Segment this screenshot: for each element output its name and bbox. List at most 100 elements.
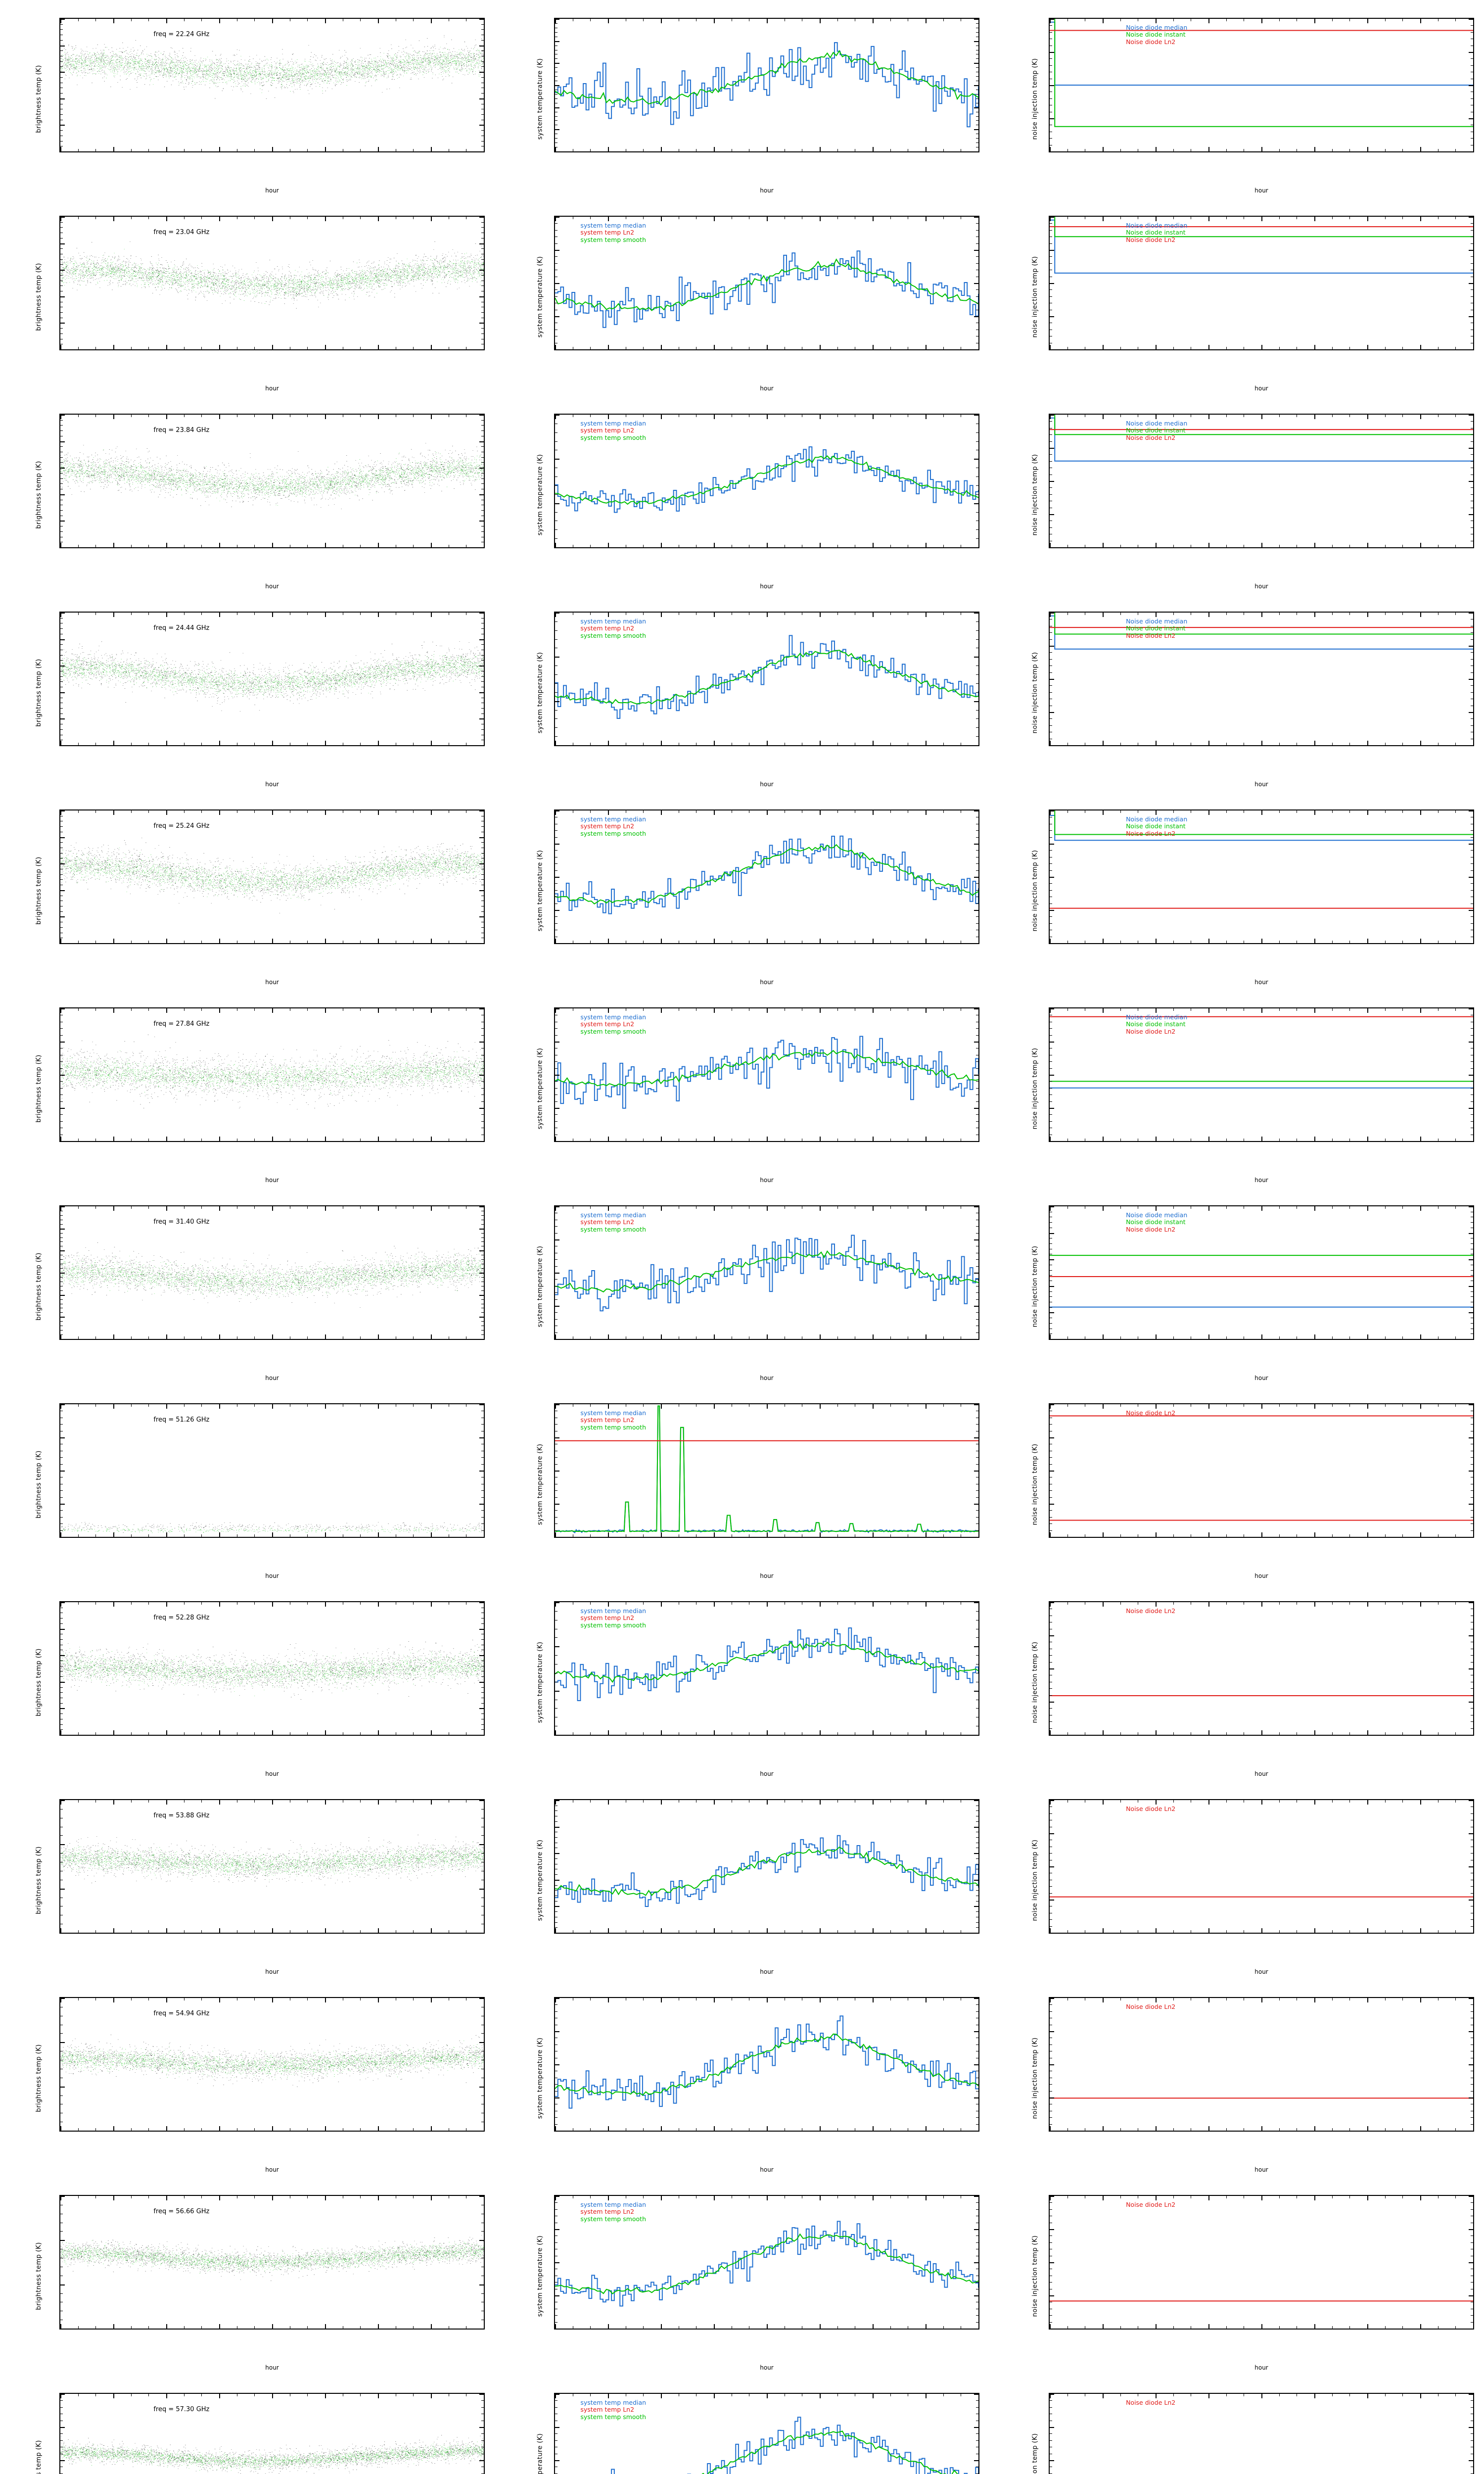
middle-plot-area[interactable]: 296.0298.0300.0302.0304.003691215182124s… bbox=[554, 809, 979, 944]
y-tick-mark bbox=[1050, 943, 1054, 944]
right-plot-area[interactable]: 364.0365.0366.0367.0368.003691215182124N… bbox=[1049, 612, 1474, 746]
x-minor-tick bbox=[307, 613, 308, 615]
y-minor-tick bbox=[976, 736, 978, 737]
right-plot-area[interactable]: 0100020003000400003691215182124Noise dio… bbox=[1049, 2195, 1474, 2330]
x-minor-tick bbox=[184, 19, 185, 21]
right-plot-area[interactable]: 0100020003000400003691215182124Noise dio… bbox=[1049, 1601, 1474, 1736]
y-tick-mark bbox=[974, 2394, 978, 2395]
left-plot-area[interactable]: 010020030003691215182124freq = 56.66 GHz bbox=[59, 2195, 485, 2330]
freq-label: freq = 52.28 GHz bbox=[153, 1614, 209, 1621]
x-tick-mark bbox=[272, 810, 273, 815]
right-plot-area[interactable]: 300.0310.0320.0330.0340.003691215182124N… bbox=[1049, 1007, 1474, 1142]
x-tick-mark bbox=[1420, 1137, 1421, 1141]
middle-plot-area[interactable]: 260.0265.0270.0275.0280.003691215182124s… bbox=[554, 1007, 979, 1142]
x-minor-tick bbox=[307, 1800, 308, 1803]
x-minor-tick bbox=[413, 613, 414, 615]
middle-plot-area[interactable]: 1100120013001400150003691215182124system… bbox=[554, 2393, 979, 2474]
left-plot-area[interactable]: 3.03.54.04.55.05.56.003691215182124freq … bbox=[59, 1205, 485, 1340]
right-plot-area[interactable]: 374.0374.5375.0375.5376.003691215182124N… bbox=[1049, 216, 1474, 350]
middle-plot-area[interactable]: 318.0320.0322.0324.003691215182124system… bbox=[554, 612, 979, 746]
left-plot-area[interactable]: 5.56.06.57.07.58.003691215182124freq = 2… bbox=[59, 18, 485, 152]
left-plot-area[interactable]: 5.05.56.06.57.07.503691215182124freq = 2… bbox=[59, 216, 485, 350]
right-plot-area[interactable]: 0100020003000400003691215182124Noise dio… bbox=[1049, 1799, 1474, 1934]
left-plot-area[interactable]: 01020304003691215182124freq = 51.26 GHz bbox=[59, 1403, 485, 1538]
right-plot-area[interactable]: 0100020003000400003691215182124Noise dio… bbox=[1049, 1403, 1474, 1538]
y-minor-tick bbox=[555, 1885, 557, 1886]
middle-plot-area[interactable]: 320.0322.0324.0326.003691215182124system… bbox=[554, 414, 979, 548]
x-tick-mark bbox=[1367, 345, 1368, 349]
x-minor-tick bbox=[890, 1800, 891, 1803]
y-minor-tick bbox=[555, 1332, 557, 1333]
middle-plot-area[interactable]: 240.0245.0250.0255.0260.003691215182124s… bbox=[554, 1205, 979, 1340]
y-minor-tick bbox=[481, 457, 484, 458]
x-tick-mark bbox=[1261, 1998, 1262, 2002]
right-plot-area[interactable]: 368.0369.0370.0371.0372.003691215182124N… bbox=[1049, 414, 1474, 548]
y-minor-tick bbox=[60, 1114, 63, 1115]
x-minor-tick bbox=[1385, 2128, 1386, 2131]
y-minor-tick bbox=[60, 1028, 63, 1029]
left-plot-area[interactable]: 3.04.05.06.07.003691215182124freq = 27.8… bbox=[59, 1007, 485, 1142]
x-minor-tick bbox=[1226, 347, 1227, 349]
x-tick-mark bbox=[714, 19, 715, 23]
middle-plot-area[interactable]: 336.0336.5337.0337.5338.0338.5339.003691… bbox=[554, 18, 979, 152]
y-minor-tick bbox=[976, 1821, 978, 1822]
left-plot-area[interactable]: 051015202503691215182124freq = 52.28 GHz bbox=[59, 1601, 485, 1736]
left-x-axis-label: hour bbox=[59, 1177, 485, 1184]
y-minor-tick bbox=[481, 1237, 484, 1238]
right-plot-area[interactable]: 379.2379.4379.6379.8380.003691215182124N… bbox=[1049, 18, 1474, 152]
x-minor-tick bbox=[643, 1336, 644, 1339]
y-tick-mark bbox=[555, 2031, 559, 2032]
y-tick-mark bbox=[60, 2427, 65, 2428]
y-tick-mark bbox=[479, 2087, 484, 2088]
y-minor-tick bbox=[60, 879, 63, 880]
x-tick-mark bbox=[113, 1800, 114, 1805]
right-plot-area[interactable]: 352.0354.0356.0358.0360.003691215182124N… bbox=[1049, 809, 1474, 944]
middle-plot-area[interactable]: 1200130014001500160003691215182124system… bbox=[554, 2195, 979, 2330]
x-tick-mark bbox=[873, 1404, 874, 1409]
y-tick-mark bbox=[479, 1629, 484, 1630]
left-plot-area[interactable]: 5.05.56.06.57.07.503691215182124freq = 2… bbox=[59, 612, 485, 746]
y-minor-tick bbox=[481, 1464, 484, 1465]
x-minor-tick bbox=[1455, 613, 1456, 615]
left-plot-area[interactable]: 0408012003691215182124freq = 54.94 GHz bbox=[59, 1997, 485, 2132]
x-minor-tick bbox=[1173, 1602, 1174, 1605]
middle-plot-area[interactable]: 0100020003000400003691215182124system te… bbox=[554, 1403, 979, 1538]
y-minor-tick bbox=[555, 621, 557, 622]
middle-plot-area[interactable]: 8009001000110003691215182124system temp … bbox=[554, 1601, 979, 1736]
middle-plot-area[interactable]: 330.0331.0332.0333.0334.003691215182124s… bbox=[554, 216, 979, 350]
y-minor-tick bbox=[555, 630, 557, 631]
y-minor-tick bbox=[976, 1637, 978, 1638]
y-minor-tick bbox=[60, 927, 63, 928]
y-minor-tick bbox=[555, 256, 557, 257]
left-plot-area[interactable]: 010020030040003691215182124freq = 57.30 … bbox=[59, 2393, 485, 2474]
x-minor-tick bbox=[131, 1008, 132, 1011]
x-tick-mark bbox=[820, 1008, 821, 1013]
left-plot-area[interactable]: 4.55.05.56.06.57.003691215182124freq = 2… bbox=[59, 809, 485, 944]
x-minor-tick bbox=[95, 2196, 96, 2198]
middle-plot-area[interactable]: 1400150016001700180003691215182124 bbox=[554, 1997, 979, 2132]
middle-plot-area[interactable]: 15001600170018001900200003691215182124 bbox=[554, 1799, 979, 1934]
x-minor-tick bbox=[131, 347, 132, 349]
x-minor-tick bbox=[1173, 941, 1174, 943]
y-minor-tick bbox=[1471, 441, 1473, 442]
x-minor-tick bbox=[1120, 1800, 1121, 1803]
x-minor-tick bbox=[307, 2326, 308, 2329]
x-minor-tick bbox=[1226, 415, 1227, 417]
x-minor-tick bbox=[890, 941, 891, 943]
y-tick-mark bbox=[479, 2329, 484, 2330]
left-plot-area[interactable]: 020406003691215182124freq = 53.88 GHz bbox=[59, 1799, 485, 1934]
x-minor-tick bbox=[254, 1336, 255, 1339]
left-y-axis-label: brightness temp (K) bbox=[35, 856, 43, 924]
panel-noise-injection-temp: noise injection temp (K)250.0260.0270.02… bbox=[989, 1188, 1484, 1385]
right-plot-area[interactable]: 0100020003000400003691215182124Noise dio… bbox=[1049, 2393, 1474, 2474]
y-tick-mark bbox=[479, 46, 484, 47]
x-tick-mark bbox=[1103, 345, 1104, 349]
x-minor-tick bbox=[78, 1930, 79, 1933]
left-plot-area[interactable]: 5.56.06.57.07.58.003691215182124freq = 2… bbox=[59, 414, 485, 548]
x-tick-mark bbox=[661, 939, 662, 943]
y-minor-tick bbox=[555, 1530, 557, 1531]
y-tick-mark bbox=[479, 468, 484, 469]
right-plot-area[interactable]: 250.0260.0270.0280.0290.0300.00369121518… bbox=[1049, 1205, 1474, 1340]
x-minor-tick bbox=[1332, 2196, 1333, 2198]
right-plot-area[interactable]: 0100020003000400003691215182124Noise dio… bbox=[1049, 1997, 1474, 2132]
